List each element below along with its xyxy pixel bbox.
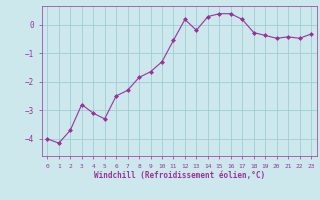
X-axis label: Windchill (Refroidissement éolien,°C): Windchill (Refroidissement éolien,°C) (94, 171, 265, 180)
